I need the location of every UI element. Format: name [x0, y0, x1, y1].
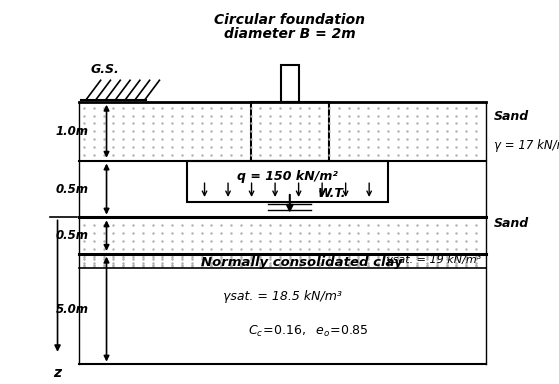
Text: diameter B = 2m: diameter B = 2m — [224, 27, 356, 41]
Text: Normally consolidated clay: Normally consolidated clay — [201, 256, 403, 269]
Text: 5.0m: 5.0m — [56, 303, 89, 316]
Text: γsat. = 19 kN/m³: γsat. = 19 kN/m³ — [386, 255, 481, 265]
Text: G.S.: G.S. — [91, 63, 120, 76]
Bar — [281, 65, 299, 102]
Text: 0.5m: 0.5m — [56, 229, 89, 242]
Text: q = 150 kN/m²: q = 150 kN/m² — [237, 170, 338, 184]
Text: Sand: Sand — [494, 111, 529, 123]
Text: Sand: Sand — [494, 217, 529, 230]
Text: z: z — [54, 366, 61, 381]
Text: γsat. = 18.5 kN/m³: γsat. = 18.5 kN/m³ — [223, 290, 342, 303]
Bar — [187, 161, 388, 202]
Text: 0.5m: 0.5m — [56, 182, 89, 195]
Text: $C_c\!=\!0.16,\ \ e_o\!=\!0.85$: $C_c\!=\!0.16,\ \ e_o\!=\!0.85$ — [248, 324, 369, 339]
Text: W.T.: W.T. — [317, 187, 345, 200]
Text: 1.0m: 1.0m — [56, 125, 89, 138]
Bar — [250, 102, 329, 161]
Text: Circular foundation: Circular foundation — [214, 13, 365, 26]
Text: γ = 17 kN/m³: γ = 17 kN/m³ — [494, 139, 559, 152]
